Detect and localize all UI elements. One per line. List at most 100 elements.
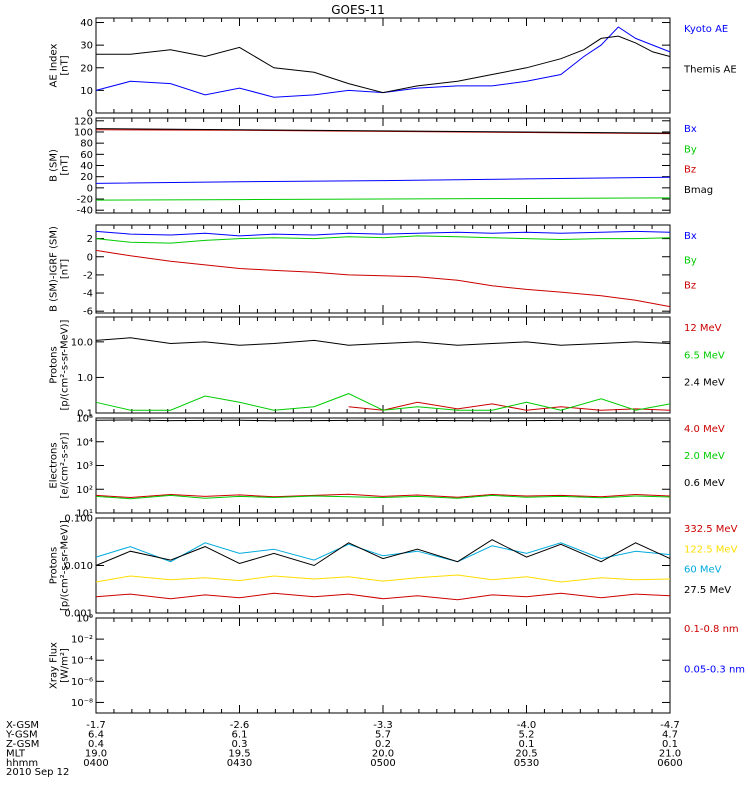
legend-entry: Kyoto AE <box>684 24 728 35</box>
legend-entry: Bx <box>684 231 697 242</box>
y-axis-label: [W/m²] <box>60 648 71 683</box>
y-tick-label: 40 <box>80 18 93 29</box>
y-tick-label: 2 <box>87 234 93 245</box>
series-line-bz <box>95 129 671 135</box>
footer-value: -4.0 <box>517 720 537 731</box>
series-line-12-mev <box>348 401 671 411</box>
footer-value: 0430 <box>227 758 252 769</box>
footer-value: -4.7 <box>660 720 680 731</box>
series-line-themis-ae <box>96 35 671 94</box>
footer-value: 20.0 <box>372 749 394 760</box>
series-line-2-0-mev <box>95 494 671 500</box>
panel-frame <box>95 417 671 514</box>
legend-entry: 4.0 MeV <box>684 424 725 435</box>
y-tick-label: 60 <box>80 150 93 161</box>
panel-db: -6 -4 -2 0 2 B (SM)-IGRF (SM) [nT] Bx By Bz <box>49 224 697 318</box>
legend-entry: 2.4 MeV <box>684 378 725 389</box>
y-tick-label: 10⁴ <box>76 437 93 448</box>
legend-entry: 0.1-0.8 nm <box>684 624 739 635</box>
y-axis-label: [nT] <box>60 259 71 279</box>
series-line-60-mev <box>95 542 671 563</box>
legend-entry: 122.5 MeV <box>684 544 738 555</box>
y-tick-label: 0.001 <box>64 609 93 620</box>
footer-value: 4.7 <box>662 730 678 741</box>
footer-value: -1.7 <box>86 720 106 731</box>
footer-value: -2.6 <box>230 720 250 731</box>
panel-xray: 10⁰ 10⁻² 10⁻⁴ 10⁻⁶ 10⁻⁸ Xray Flux [W/m²] 0.1-0.… <box>49 614 745 714</box>
footer-value: 0.2 <box>375 739 391 750</box>
panel-ae: 0 10 20 30 40 AE Index [nT] Kyoto AE Themis AE <box>49 17 737 120</box>
y-tick-label: 120 <box>74 116 93 127</box>
y-tick-label: 10³ <box>76 461 93 472</box>
legend-entry: 27.5 MeV <box>684 585 731 596</box>
footer-value: 0600 <box>657 758 682 769</box>
y-tick-label: -6 <box>83 307 93 318</box>
date-label: 2010 Sep 12 <box>6 767 69 778</box>
y-tick-label: -2 <box>83 270 93 281</box>
y-axis-label: [p/(cm²-s-sr-MeV)] <box>60 520 71 611</box>
y-tick-label: 10¹ <box>76 509 93 520</box>
y-tick-label: 10⁰ <box>76 614 93 625</box>
y-tick-label: 80 <box>80 139 93 150</box>
orbit-footer: X-GSM -1.7 -2.6 -3.3 -4.0 -4.7 Y-GSM 6.4 6.1 5.7 5… <box>5 720 683 769</box>
series-line-bz <box>95 249 671 308</box>
y-tick-label: 10 <box>80 86 93 97</box>
y-axis-label: Protons <box>49 547 60 584</box>
panel-frame <box>95 17 671 114</box>
panel-frame <box>95 617 671 714</box>
legend-entry: 6.5 MeV <box>684 350 725 361</box>
legend-entry: Themis AE <box>683 65 737 76</box>
y-tick-label: 10⁻² <box>71 635 93 646</box>
y-axis-label: B (SM) <box>49 149 60 182</box>
y-axis-label: B (SM)-IGRF (SM) <box>49 226 60 312</box>
y-tick-label: 10.0 <box>71 337 93 348</box>
y-tick-label: 10⁵ <box>76 414 93 425</box>
y-tick-label: 1.0 <box>77 373 93 384</box>
legend-entry: By <box>684 256 697 267</box>
footer-value: 0530 <box>514 758 539 769</box>
series-line-4-0-mev <box>95 493 671 499</box>
series-line-kyoto-ae <box>95 26 671 98</box>
y-tick-label: 30 <box>80 41 93 52</box>
y-tick-label: 40 <box>80 161 93 172</box>
legend-entry: By <box>684 144 697 155</box>
series-line-6-5-mev <box>95 393 671 411</box>
y-tick-label: 20 <box>80 172 93 183</box>
y-tick-label: 0 <box>87 109 93 120</box>
y-tick-label: 0 <box>87 252 93 263</box>
footer-row-label: hhmm <box>6 758 38 769</box>
y-axis-label: [e/(cm²-s-sr)] <box>60 432 71 498</box>
y-tick-label: 0.010 <box>64 561 93 572</box>
footer-row-label: X-GSM <box>6 720 39 731</box>
y-tick-label: 10⁻⁴ <box>71 656 93 667</box>
footer-value: 20.5 <box>515 749 537 760</box>
series-line-by <box>95 235 671 244</box>
panel-frame <box>95 316 671 414</box>
y-tick-label: 0.1 <box>77 409 93 420</box>
footer-value: 0.4 <box>88 739 104 750</box>
y-axis-label: Protons <box>49 346 60 383</box>
footer-value: 0500 <box>370 758 395 769</box>
y-tick-label: 0 <box>87 183 93 194</box>
footer-value: 19.0 <box>85 749 107 760</box>
legend-entry: 0.05-0.3 nm <box>684 665 745 676</box>
series-line-bx <box>95 230 671 237</box>
y-axis-label: [nT] <box>60 55 71 75</box>
panel-protons_low: 0.1 1.0 10.0 Protons [p/(cm²-s-sr-MeV)] 12 Me… <box>49 316 725 420</box>
y-tick-label: -40 <box>77 206 93 217</box>
legend-entry: Bz <box>684 280 696 291</box>
series-line-bmag <box>95 128 671 134</box>
y-tick-label: 10⁻⁸ <box>71 698 93 709</box>
y-tick-label: 100 <box>74 127 93 138</box>
series-line-27-5-mev <box>95 539 671 567</box>
footer-value: 0.1 <box>662 739 678 750</box>
y-tick-label: -4 <box>83 289 93 300</box>
footer-value: 0400 <box>83 758 108 769</box>
footer-value: 0.3 <box>232 739 248 750</box>
legend-entry: Bx <box>684 124 697 135</box>
footer-row-label: Y-GSM <box>5 730 38 741</box>
series-line-2-4-mev <box>95 337 671 346</box>
panel-electrons: 10¹ 10² 10³ 10⁴ 10⁵ Electrons [e/(cm²-s-sr)] 4.… <box>49 414 725 520</box>
